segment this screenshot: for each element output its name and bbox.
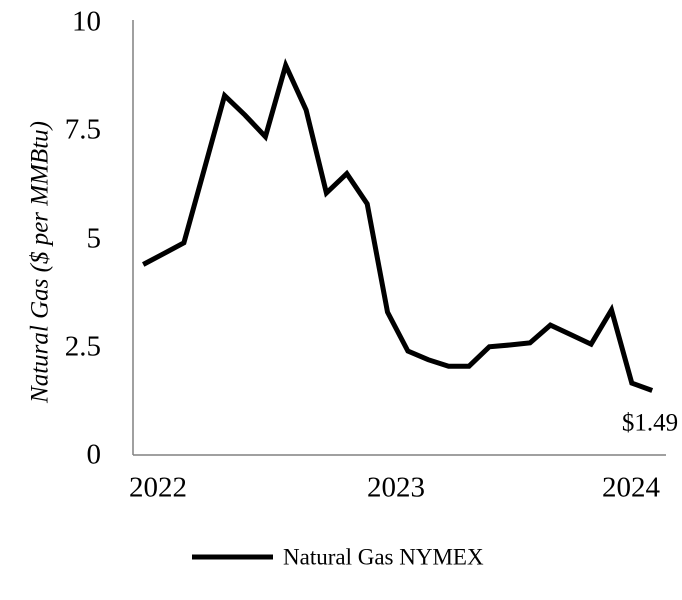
y-tick-label: 5 bbox=[86, 222, 102, 254]
legend: Natural Gas NYMEX bbox=[192, 546, 484, 569]
legend-line-swatch bbox=[192, 554, 273, 560]
last-value-annotation: $1.49 bbox=[621, 409, 679, 437]
y-tick-label: 10 bbox=[72, 5, 101, 38]
x-tick-label: 2022 bbox=[129, 471, 187, 504]
x-tick-label: 2024 bbox=[602, 471, 660, 504]
y-tick-label: 0 bbox=[86, 438, 102, 471]
y-tick-label: 7.5 bbox=[64, 113, 101, 146]
y-tick-label: 2.5 bbox=[64, 330, 101, 363]
x-tick-label: 2023 bbox=[367, 471, 425, 504]
legend-label: Natural Gas NYMEX bbox=[283, 544, 484, 570]
price-line bbox=[142, 58, 654, 393]
